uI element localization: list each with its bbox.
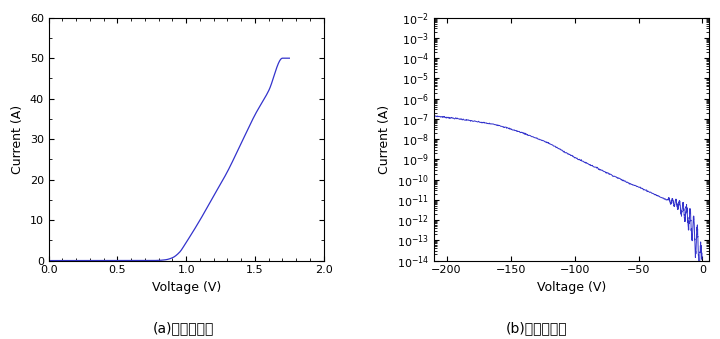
X-axis label: Voltage (V): Voltage (V) <box>536 281 606 294</box>
X-axis label: Voltage (V): Voltage (V) <box>152 281 221 294</box>
Text: (b)逆方向特性: (b)逆方向特性 <box>505 321 567 335</box>
Y-axis label: Current (A): Current (A) <box>378 104 391 174</box>
Text: (a)順方向特性: (a)順方向特性 <box>153 321 215 335</box>
Y-axis label: Current (A): Current (A) <box>11 104 24 174</box>
